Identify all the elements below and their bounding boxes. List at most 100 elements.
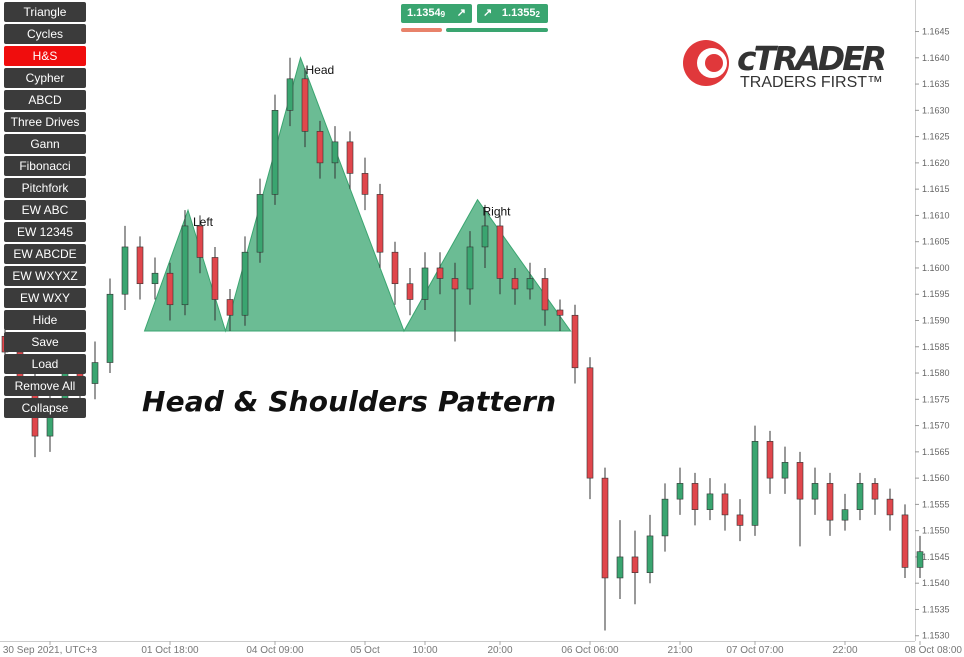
candle-body <box>901 514 909 568</box>
candle-body <box>331 141 339 164</box>
y-tick-label: 1.1585 <box>922 342 950 352</box>
candle-body <box>691 483 699 510</box>
y-tick-label: 1.1565 <box>922 447 950 457</box>
buy-pip: 2 <box>535 10 540 19</box>
y-tick-label: 1.1540 <box>922 578 950 588</box>
candle-body <box>361 173 369 195</box>
candle-body <box>196 225 204 258</box>
candle-body <box>256 194 264 253</box>
candle-body <box>301 78 309 132</box>
tool-button[interactable]: Gann <box>4 134 86 154</box>
candle-body <box>886 498 894 516</box>
candle-body <box>631 556 639 573</box>
x-tick-label: 04 Oct 09:00 <box>246 645 304 656</box>
y-tick-label: 1.1640 <box>922 53 950 63</box>
candle-body <box>826 483 834 521</box>
candle-body <box>451 278 459 290</box>
sell-icon: ↗ <box>456 7 466 19</box>
x-tick-label: 10:00 <box>412 645 437 656</box>
candle-body <box>406 283 414 300</box>
tool-button[interactable]: EW WXY <box>4 288 86 308</box>
y-tick-label: 1.1575 <box>922 394 950 404</box>
candle-body <box>751 441 759 526</box>
spread-bar <box>401 28 442 32</box>
pattern-shape <box>143 56 572 333</box>
x-tick-label: 30 Sep 2021, UTC+3 <box>3 645 98 656</box>
tool-button[interactable]: Triangle <box>4 2 86 22</box>
tool-button[interactable]: H&S <box>4 46 86 66</box>
x-tick-label: 20:00 <box>487 645 512 656</box>
tool-button[interactable]: Remove All <box>4 376 86 396</box>
candle-body <box>571 314 579 369</box>
logo-icon <box>705 54 723 72</box>
candle-body <box>91 362 99 384</box>
tool-button[interactable]: Pitchfork <box>4 178 86 198</box>
candle-body <box>706 493 714 510</box>
y-tick-label: 1.1570 <box>922 421 950 431</box>
tool-button[interactable]: Cycles <box>4 24 86 44</box>
tool-button[interactable]: Load <box>4 354 86 374</box>
x-tick-label: 06 Oct 06:00 <box>561 645 619 656</box>
buy-price: 1.1355 <box>501 7 536 19</box>
candle-body <box>661 498 669 537</box>
candle-body <box>871 483 879 500</box>
candle-body <box>226 299 234 316</box>
candle-body <box>421 267 429 300</box>
tool-button[interactable]: Hide <box>4 310 86 330</box>
x-tick-label: 21:00 <box>667 645 692 656</box>
tool-button[interactable]: EW 12345 <box>4 222 86 242</box>
candle-body <box>346 141 354 174</box>
x-tick-label: 08 Oct 08:00 <box>905 645 963 656</box>
candle-body <box>211 257 219 300</box>
candle-body <box>271 110 279 195</box>
pattern-label: Left <box>193 215 214 229</box>
tool-button[interactable]: Save <box>4 332 86 352</box>
logo: cTRADER TRADERS FIRST™ <box>683 39 887 91</box>
candle-body <box>556 309 564 316</box>
y-tick-label: 1.1625 <box>922 132 950 142</box>
x-tick-label: 01 Oct 18:00 <box>141 645 199 656</box>
candle-body <box>541 278 549 311</box>
x-tick-label: 05 Oct <box>350 645 380 656</box>
logo-brand: cTRADER <box>737 39 887 78</box>
tool-button[interactable]: EW WXYXZ <box>4 266 86 286</box>
candle-body <box>676 483 684 500</box>
spread-bar <box>446 28 548 32</box>
candle-body <box>241 251 249 316</box>
x-tick-label: 07 Oct 07:00 <box>726 645 784 656</box>
candle-body <box>586 367 594 479</box>
buy-button[interactable]: ↗ 1.13552 <box>477 4 548 23</box>
candle-body <box>916 551 924 568</box>
y-tick-label: 1.1530 <box>922 631 950 641</box>
y-tick-label: 1.1635 <box>922 79 950 89</box>
candle-body <box>841 509 849 521</box>
candle-body <box>466 246 474 290</box>
x-tick-label: 22:00 <box>832 645 857 656</box>
candle-body <box>856 483 864 510</box>
chart-title: Head & Shoulders Pattern <box>142 385 556 418</box>
y-tick-label: 1.1590 <box>922 316 950 326</box>
y-tick-label: 1.1630 <box>922 105 950 115</box>
tool-button[interactable]: Collapse <box>4 398 86 418</box>
y-tick-label: 1.1595 <box>922 289 950 299</box>
buy-icon: ↗ <box>483 7 493 19</box>
candle-body <box>781 462 789 479</box>
pattern-layer <box>143 56 572 333</box>
y-tick-label: 1.1555 <box>922 499 950 509</box>
tool-button[interactable]: Cypher <box>4 68 86 88</box>
tool-button[interactable]: ABCD <box>4 90 86 110</box>
tool-button[interactable]: Three Drives <box>4 112 86 132</box>
tool-button[interactable]: EW ABC <box>4 200 86 220</box>
y-tick-label: 1.1535 <box>922 604 950 614</box>
tool-button[interactable]: Fibonacci <box>4 156 86 176</box>
tool-button[interactable]: EW ABCDE <box>4 244 86 264</box>
candle-body <box>391 251 399 285</box>
candle-body <box>436 267 444 279</box>
candle-body <box>811 483 819 500</box>
sell-button[interactable]: 1.13549 ↗ <box>401 4 472 23</box>
candle-body <box>616 556 624 579</box>
sell-pip: 9 <box>440 10 446 19</box>
pattern-label: Head <box>306 63 335 77</box>
